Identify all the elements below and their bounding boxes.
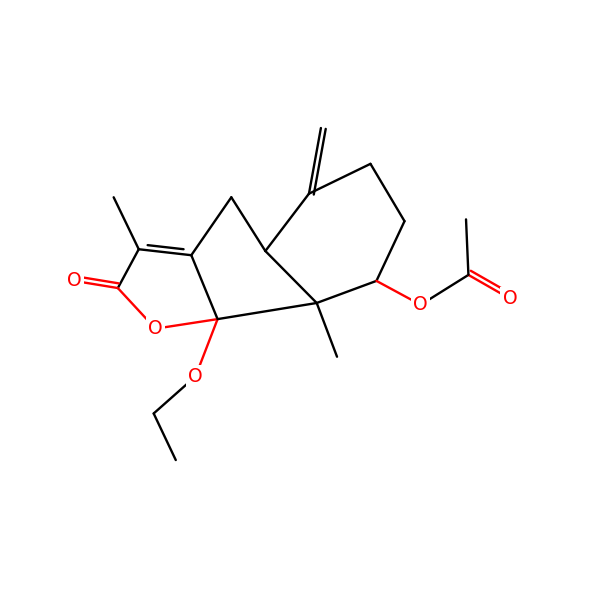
Text: O: O <box>188 367 203 386</box>
Text: O: O <box>67 271 82 290</box>
Text: O: O <box>413 295 428 314</box>
Text: O: O <box>148 319 163 338</box>
Text: O: O <box>503 289 518 308</box>
